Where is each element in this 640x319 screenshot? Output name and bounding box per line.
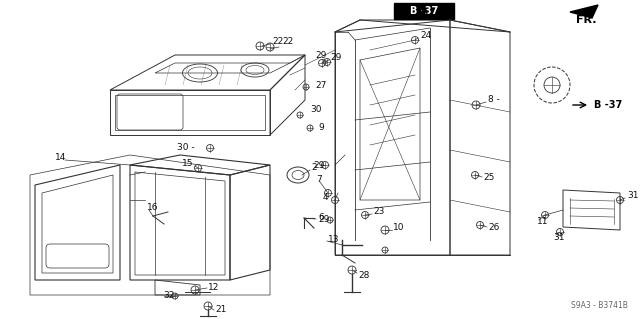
Text: 31: 31 [627,191,639,201]
Text: 14: 14 [55,153,67,162]
Text: 25: 25 [483,174,494,182]
Text: B -37: B -37 [410,6,438,16]
Text: 22: 22 [272,36,284,46]
Text: 6: 6 [318,213,324,222]
Text: 29: 29 [318,216,330,225]
Text: 10: 10 [393,224,404,233]
Text: 24: 24 [420,31,431,40]
Text: 4: 4 [323,194,328,203]
Text: 32: 32 [163,292,174,300]
Text: 11: 11 [537,218,548,226]
Text: 23: 23 [373,207,385,217]
Text: 21: 21 [215,306,227,315]
Text: S9A3 - B3741B: S9A3 - B3741B [571,300,628,309]
Text: 27: 27 [315,80,326,90]
Text: 16: 16 [147,204,159,212]
Text: 12: 12 [208,283,220,292]
Text: 8 -: 8 - [488,95,500,105]
Bar [394,3,454,19]
Text: 30: 30 [310,106,321,115]
Text: FR.: FR. [576,15,596,25]
Polygon shape [570,5,598,18]
Text: B -37: B -37 [594,100,622,110]
Text: 13: 13 [328,235,339,244]
Text: 29: 29 [330,54,341,63]
Text: 9: 9 [318,123,324,132]
Text: 15: 15 [182,159,193,167]
Text: 22: 22 [282,38,293,47]
Text: 30 -: 30 - [177,144,195,152]
Text: 28: 28 [358,271,369,279]
Text: 31: 31 [553,234,564,242]
Text: 29: 29 [315,51,326,61]
Text: 7: 7 [316,175,322,184]
Text: 29: 29 [313,160,324,169]
Text: 2 -: 2 - [312,164,324,173]
Text: 26: 26 [488,224,499,233]
